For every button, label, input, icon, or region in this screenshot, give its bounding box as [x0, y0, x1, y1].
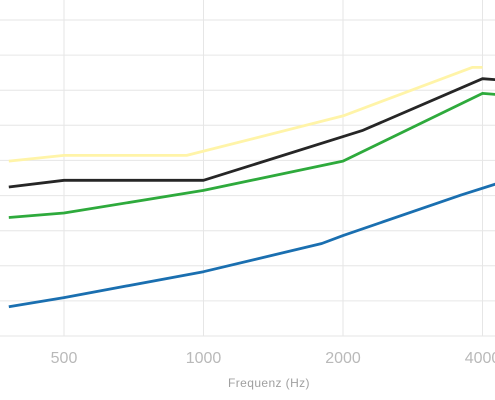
series-line-3 [8, 92, 495, 219]
x-tick-label: 500 [51, 350, 78, 367]
x-tick-label: 1000 [186, 350, 222, 367]
series-line-1 [8, 66, 483, 163]
horizontal-gridlines [0, 19, 495, 337]
series-line-4 [8, 182, 495, 309]
x-tick-label: 2000 [325, 350, 361, 367]
vertical-gridlines [63, 0, 483, 336]
series-line-2 [8, 77, 495, 189]
series-lines [8, 66, 495, 309]
x-axis-ticks: 500 1000 2000 4000 [51, 350, 495, 367]
x-tick-label: 4000 [465, 350, 495, 367]
x-axis-title: Frequenz (Hz) [228, 376, 310, 390]
